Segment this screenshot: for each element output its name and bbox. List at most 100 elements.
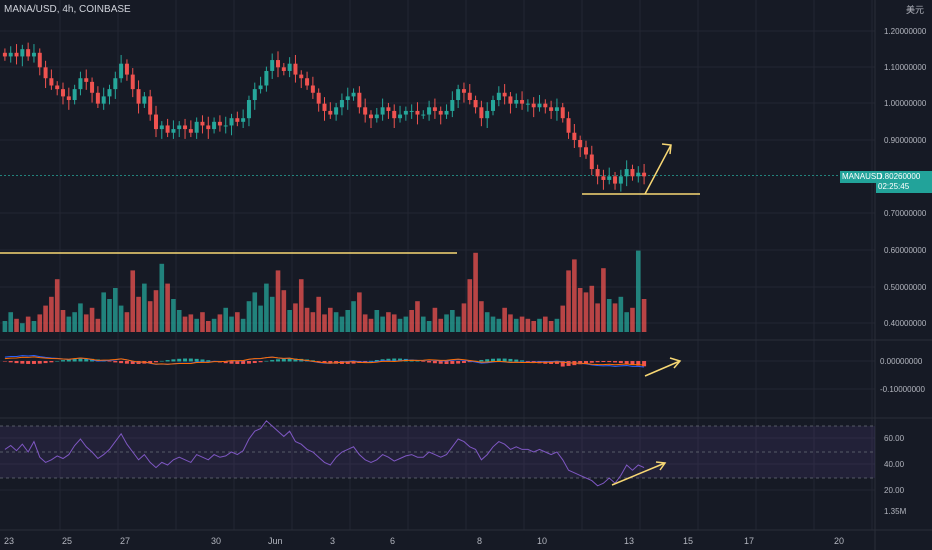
candle — [345, 96, 350, 101]
volume-bar — [246, 301, 252, 332]
volume-bar — [362, 314, 368, 332]
volume-bar — [304, 307, 310, 332]
volume-bar — [368, 318, 374, 332]
volume-bar — [403, 316, 409, 332]
volume-bar — [566, 270, 571, 332]
macd-histogram-bar — [479, 359, 484, 362]
rsi-y-tick-label: 60.00 — [884, 434, 905, 443]
macd-histogram-bar — [560, 361, 565, 367]
rsi-line — [4, 420, 645, 487]
candle — [61, 89, 66, 97]
candle — [473, 100, 478, 108]
x-tick-label: 6 — [390, 536, 395, 546]
candle — [119, 63, 124, 79]
candle — [316, 92, 321, 104]
macd-histogram-bar — [2, 361, 7, 362]
candle — [276, 60, 281, 68]
volume-bar — [252, 292, 258, 332]
y-tick-label: 1.20000000 — [884, 27, 927, 36]
macd-histogram-bar — [148, 361, 153, 364]
candle — [235, 118, 240, 122]
volume-bar — [641, 299, 647, 332]
macd-histogram-bar — [514, 359, 519, 362]
candle — [90, 81, 95, 93]
macd-histogram-bar — [72, 358, 77, 362]
candle — [589, 154, 594, 170]
volume-bar — [258, 305, 263, 332]
volume-bar — [54, 279, 60, 332]
candle — [554, 107, 559, 111]
macd-y-tick-label: -0.10000000 — [880, 385, 925, 394]
volume-bar — [275, 270, 281, 332]
volume-bar — [235, 312, 240, 332]
chart-title: MANA/USD, 4h, COINBASE — [4, 4, 131, 15]
macd-histogram-bar — [293, 358, 298, 362]
volume-bar — [136, 296, 141, 332]
candle — [159, 125, 164, 130]
candle — [525, 103, 530, 105]
candle — [55, 85, 60, 90]
candle — [537, 103, 542, 108]
candle — [31, 52, 36, 57]
volume-bar — [293, 303, 298, 332]
volume-bar — [14, 318, 19, 332]
volume-bar — [223, 307, 229, 332]
macd-histogram-bar — [438, 361, 443, 364]
macd-histogram-bar — [583, 361, 588, 364]
macd-histogram-bar — [61, 360, 66, 362]
candle — [8, 52, 13, 57]
x-tick-label: 27 — [120, 536, 130, 546]
up-arrow-head — [661, 143, 672, 155]
volume-bar — [374, 310, 380, 332]
candle — [310, 85, 315, 93]
volume-bar — [147, 301, 153, 332]
candle — [217, 121, 222, 126]
volume-bar — [176, 310, 182, 332]
candle — [281, 67, 286, 71]
x-tick-label: 3 — [330, 536, 335, 546]
rsi-y-tick-label: 40.00 — [884, 460, 905, 469]
macd-histogram-bar — [287, 358, 292, 362]
x-tick-label: 17 — [744, 536, 754, 546]
volume-bar — [490, 316, 496, 332]
macd-histogram-bar — [589, 361, 594, 363]
candle — [66, 96, 71, 101]
candle — [177, 125, 182, 130]
candle — [392, 110, 397, 119]
candle — [630, 169, 635, 177]
current-price-value: 0.80260000 — [878, 172, 921, 181]
x-tick-label: 8 — [477, 536, 482, 546]
macd-histogram-bar — [421, 361, 426, 362]
candle — [2, 52, 7, 57]
macd-histogram-bar — [49, 361, 54, 363]
candle — [380, 107, 385, 115]
macd-histogram-bar — [55, 360, 60, 362]
macd-histogram-bar — [177, 358, 182, 362]
macd-histogram-bar — [554, 361, 559, 364]
volume-bar — [426, 321, 432, 332]
candle — [293, 63, 298, 75]
candle — [520, 100, 525, 104]
y-tick-label: 0.50000000 — [884, 283, 927, 292]
volume-bar — [287, 310, 292, 332]
candle — [543, 103, 548, 108]
volume-bar — [484, 312, 490, 332]
candle — [427, 107, 432, 115]
candle — [113, 78, 118, 90]
candle — [456, 89, 461, 101]
candle — [246, 100, 251, 119]
volume-bar — [391, 314, 397, 332]
candle — [264, 70, 269, 86]
candle — [49, 78, 54, 86]
candle — [84, 78, 89, 82]
macd-histogram-bar — [183, 358, 188, 362]
volume-bar — [601, 268, 606, 332]
macd-histogram-bar — [502, 358, 507, 362]
volume-bar — [107, 299, 112, 332]
candle — [72, 89, 77, 101]
volume-bar — [496, 318, 502, 332]
macd-histogram-bar — [43, 361, 48, 364]
macd-histogram-bar — [508, 358, 513, 362]
macd-histogram-bar — [450, 361, 455, 364]
